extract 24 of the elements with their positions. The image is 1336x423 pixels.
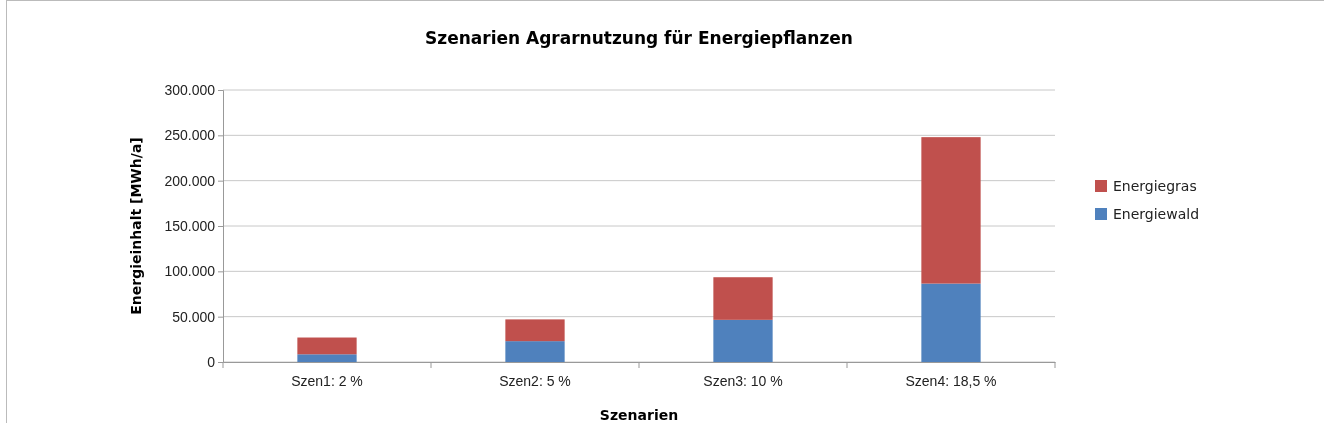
x-axis-title: Szenarien <box>599 407 679 423</box>
bar <box>713 277 773 320</box>
x-tick-label: Szen1: 2 % <box>291 372 363 389</box>
y-tick-label: 200.000 <box>164 172 216 189</box>
y-tick-label: 250.000 <box>164 127 216 144</box>
y-tick-label: 300.000 <box>164 81 216 98</box>
x-tick-label: Szen2: 5 % <box>499 372 571 389</box>
bar <box>505 319 565 342</box>
bar <box>713 319 773 362</box>
legend-label: Energiewald <box>1113 206 1200 222</box>
x-tick-label: Szen4: 18,5 % <box>905 372 997 389</box>
y-tick-label: 150.000 <box>164 217 216 234</box>
y-axis-title: Energieinhalt [MWh/a] <box>128 137 144 315</box>
bar <box>297 337 357 355</box>
bar <box>921 283 981 362</box>
bar <box>921 137 981 284</box>
y-tick-label: 100.000 <box>164 263 216 280</box>
bar <box>505 341 565 362</box>
y-tick-label: 50.000 <box>172 308 216 325</box>
chart-title: Szenarien Agrarnutzung für Energiepflanzen <box>425 28 853 48</box>
legend-label: Energiegras <box>1113 178 1197 194</box>
x-tick-label: Szen3: 10 % <box>703 372 783 389</box>
bar <box>297 354 357 362</box>
y-tick-label: 0 <box>207 353 216 370</box>
